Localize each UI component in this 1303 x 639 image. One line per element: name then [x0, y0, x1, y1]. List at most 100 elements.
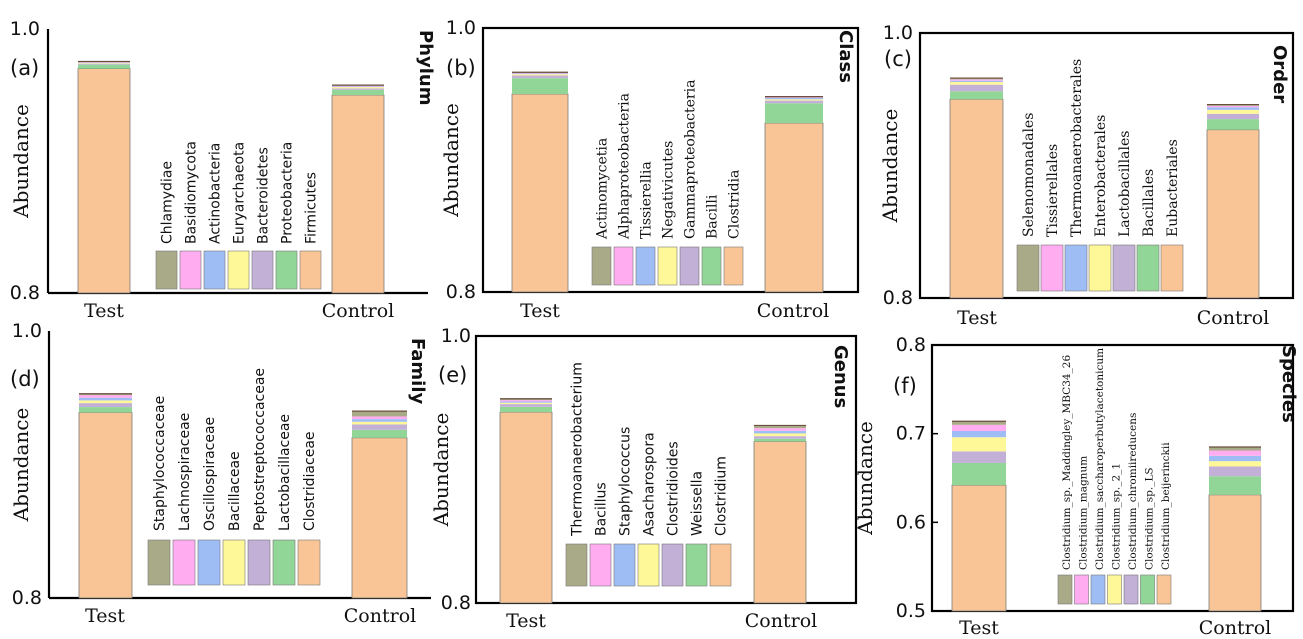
y-tick-label: 0.8: [896, 334, 926, 356]
legend-swatch: [1016, 244, 1040, 292]
bar-segment: [765, 97, 823, 98]
bar-segment: [950, 78, 1003, 80]
bar-segment: [952, 437, 1006, 452]
legend-swatch: [222, 539, 246, 586]
y-axis-label: Abundance: [853, 421, 877, 536]
legend-swatch: [613, 543, 636, 587]
legend-label: Clostridioides: [666, 441, 682, 536]
bar-segment: [500, 404, 552, 407]
y-axis-label: Abundance: [9, 104, 33, 219]
legend-swatch: [179, 250, 202, 290]
bar-segment: [754, 438, 806, 442]
legend-label: Clostridium_saccharoperbutylacetonicum: [1094, 348, 1106, 570]
bar-segment: [754, 425, 806, 429]
legend-swatch: [709, 543, 732, 587]
bar-segment: [332, 86, 384, 88]
legend-label: Chlamydiae: [160, 161, 176, 244]
x-tick-label: Test: [957, 307, 997, 329]
x-tick-label: Control: [322, 300, 394, 322]
x-tick-label: Test: [506, 610, 546, 632]
panel-title: Order: [1269, 45, 1290, 103]
bar-segment: [500, 401, 552, 403]
legend-label: Bacillaceae: [227, 451, 243, 531]
bar-segment: [332, 87, 384, 89]
panel-label: (a): [10, 56, 39, 80]
legend-label: Lachnospiraceae: [177, 413, 193, 531]
bar-segment: [78, 62, 130, 64]
bar-segment: [765, 103, 823, 124]
bar-segment: [500, 400, 552, 402]
x-tick-label: Control: [1197, 307, 1269, 329]
bar-segment: [1208, 494, 1262, 612]
legend-label: Thermoanaerobacterium: [570, 362, 586, 537]
legend-swatch: [272, 539, 296, 586]
panel-label: (c): [884, 47, 912, 71]
bar-segment: [78, 63, 130, 65]
y-tick-label: 1.0: [446, 17, 476, 39]
x-tick-label: Test: [959, 617, 999, 639]
legend-swatch: [1123, 574, 1139, 605]
bar-segment: [949, 98, 1004, 299]
bar-segment: [1209, 455, 1261, 462]
x-tick-label: Test: [85, 605, 125, 627]
legend-swatch: [227, 250, 250, 290]
legend-label: Negativicutes: [661, 141, 677, 239]
legend-label: Clostridium_magnum: [1078, 456, 1090, 570]
legend-swatch: [637, 543, 660, 587]
legend-label: Bacteroidetes: [256, 147, 272, 244]
legend-swatch: [701, 246, 722, 286]
bar-segment: [512, 72, 568, 74]
y-tick-label: 1.0: [441, 325, 471, 347]
bar-segment: [500, 402, 552, 405]
bar-segment: [78, 64, 130, 69]
bar-segment: [79, 397, 132, 401]
legend-label: Staphylococcus: [618, 427, 634, 536]
legend-label: Alphaproteobacteria: [617, 93, 633, 240]
legend-label: Clostridium_sp._LS: [1144, 467, 1156, 570]
bar-segment: [512, 73, 568, 75]
legend-swatch: [203, 250, 226, 290]
bar-segment: [1209, 461, 1261, 467]
legend-label: Clostridium: [714, 456, 730, 536]
bar-segment: [332, 88, 384, 90]
legend-swatch: [1160, 244, 1184, 292]
bar-segment: [499, 411, 553, 604]
bar-segment: [1209, 450, 1261, 456]
panel-label: (d): [10, 367, 40, 391]
panel-species: 0.8 0.7 0.6 0.5 Abundance (f) Species Test Contr…: [853, 334, 1299, 639]
panel-title: Class: [835, 30, 856, 83]
bar-segment: [352, 419, 407, 422]
legend-label: Bacilli: [705, 194, 721, 239]
y-tick-label: 1.0: [10, 18, 40, 40]
legend-swatch: [1064, 244, 1088, 292]
bar-segment: [500, 406, 552, 413]
bar-segment: [331, 94, 385, 294]
y-tick-label: 0.8: [446, 281, 476, 303]
legend-swatch: [251, 250, 274, 290]
bar-segment: [1209, 476, 1261, 495]
legend-label: Tissierellia: [639, 161, 655, 239]
bar-segment: [511, 93, 569, 293]
legend-swatch: [613, 246, 634, 286]
x-tick-label: Control: [1199, 617, 1271, 639]
y-tick-label: 0.6: [896, 511, 926, 533]
legend-label: Eubacteriales: [1165, 139, 1181, 237]
y-tick-label: 0.8: [883, 287, 913, 309]
legend-label: Clostridia: [727, 170, 743, 239]
legend-label: Selenomonadales: [1021, 113, 1037, 237]
bar-segment: [1207, 113, 1259, 120]
legend-label: Bacillus: [594, 482, 610, 536]
legend-label: Clostridiaceae: [302, 431, 318, 531]
bar-segment: [1206, 129, 1260, 299]
bar-segment: [332, 89, 384, 95]
bar-segment: [1207, 107, 1259, 110]
y-tick-label: 0.8: [441, 592, 471, 614]
bar-segment: [352, 416, 407, 420]
bar-segment: [765, 99, 823, 101]
bar-segment: [1209, 466, 1261, 477]
legend-label: Oscillospiraceae: [202, 417, 218, 531]
bar-segment: [78, 63, 130, 64]
legend-label: Actinomycetia: [595, 138, 611, 240]
bar-segment: [512, 78, 568, 94]
panel-label: (f): [893, 374, 917, 398]
